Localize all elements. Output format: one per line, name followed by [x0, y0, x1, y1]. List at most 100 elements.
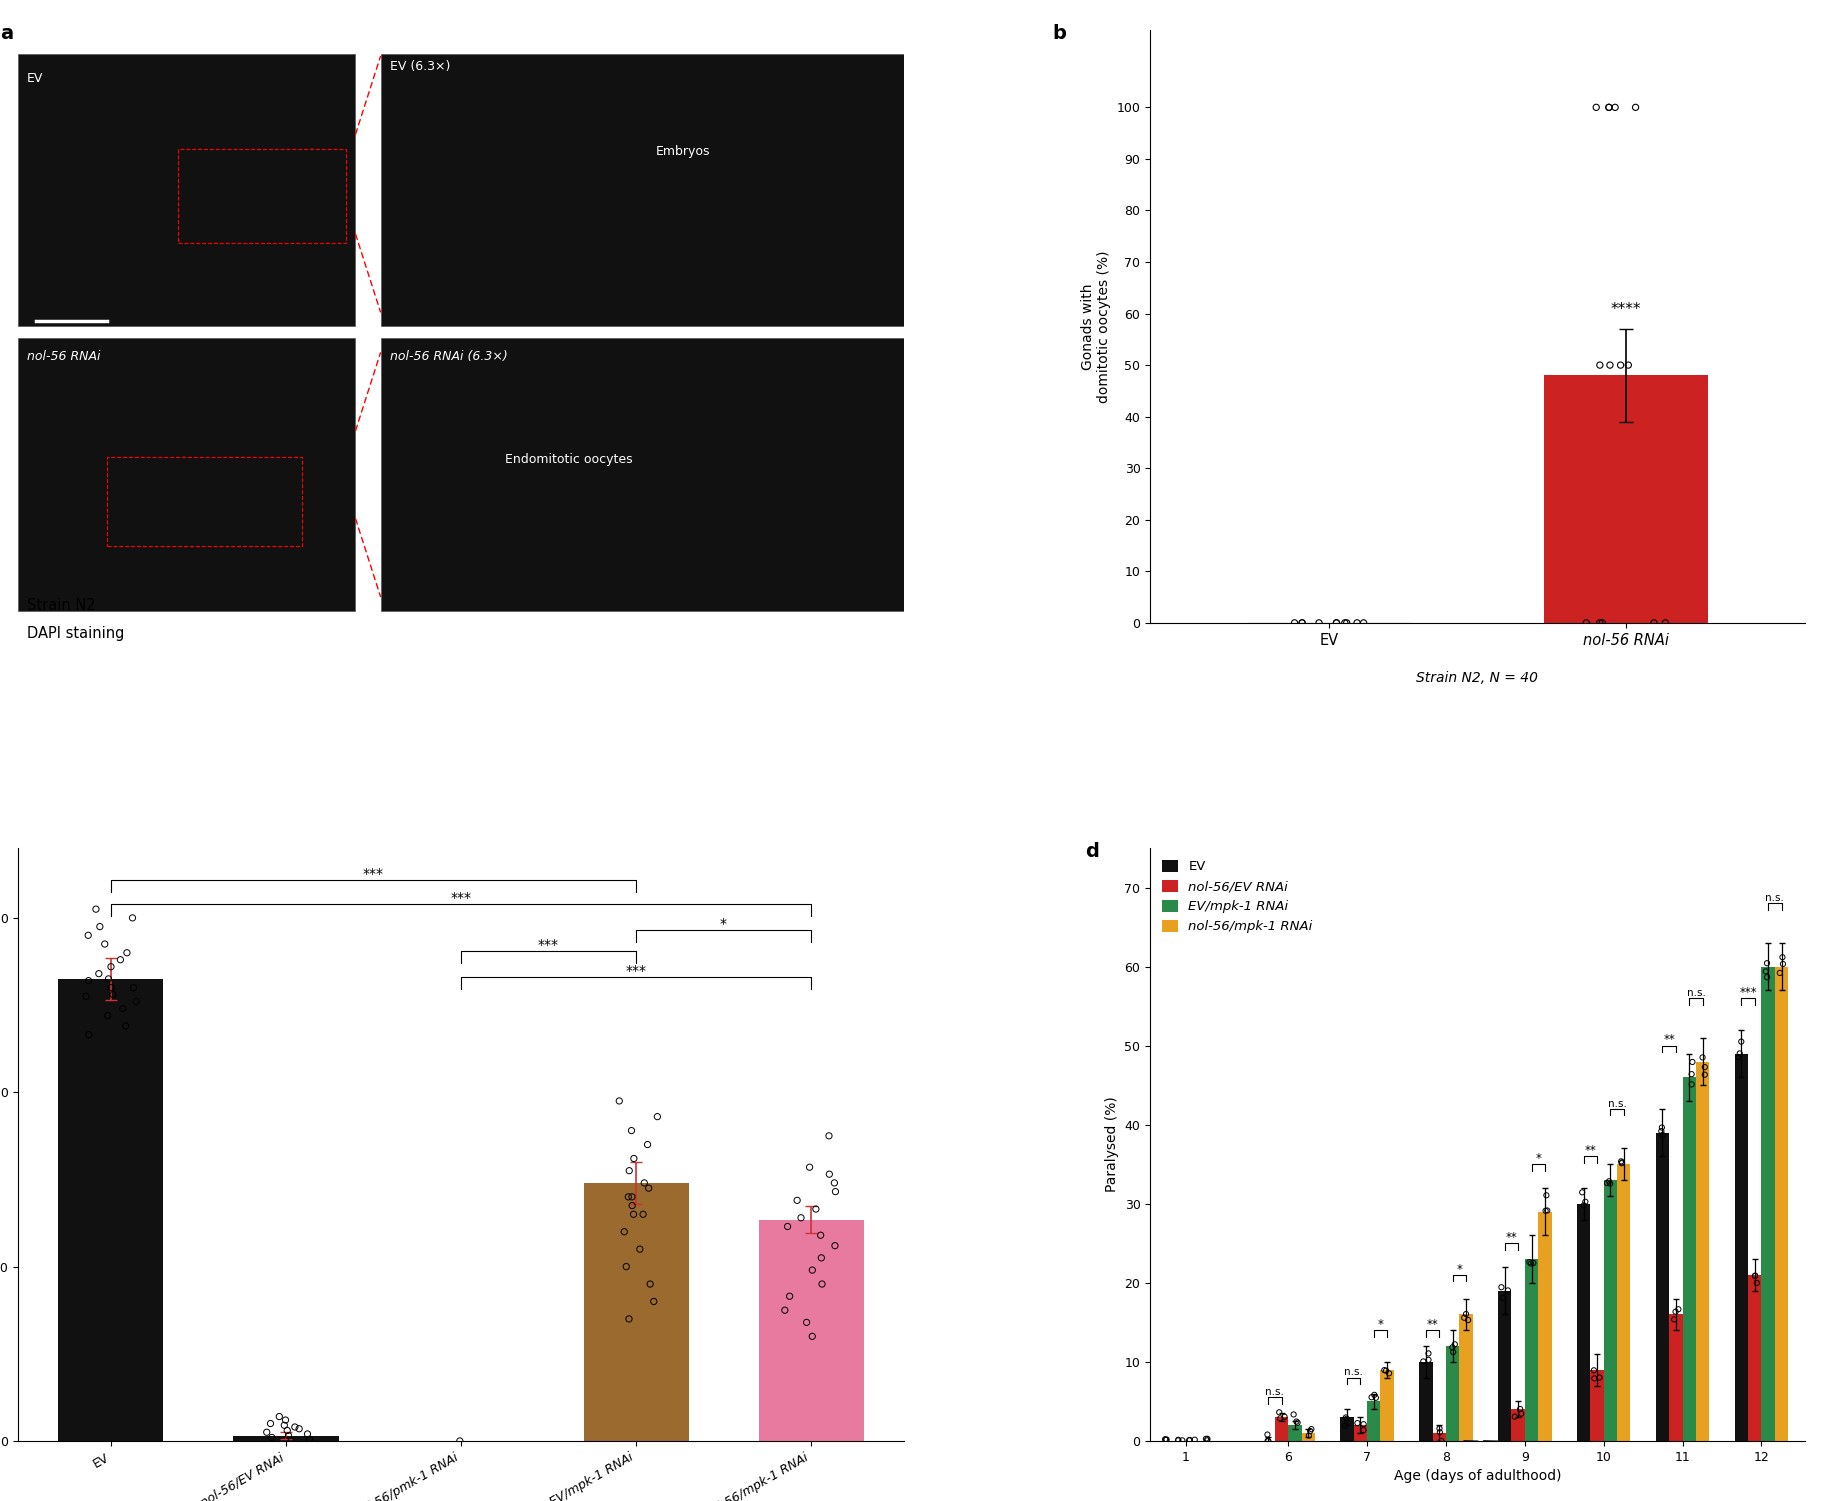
Point: [629, 1171, 658, 1195]
Point: [1163, 1427, 1192, 1451]
Point: [1588, 611, 1617, 635]
Bar: [18, 54, 355, 326]
Point: [614, 1184, 644, 1208]
Text: ***: ***: [363, 866, 385, 881]
Point: [89, 932, 118, 956]
X-axis label: Age (days of adulthood): Age (days of adulthood): [1395, 1469, 1560, 1483]
Point: [1333, 1406, 1362, 1430]
Point: [95, 967, 124, 991]
Bar: [177, 149, 346, 243]
Point: [1752, 965, 1781, 989]
Bar: [1544, 375, 1708, 623]
Bar: [1499, 1291, 1511, 1441]
Point: [1741, 1264, 1770, 1288]
Bar: [1367, 1402, 1380, 1441]
Point: [786, 1205, 815, 1229]
Text: n.s.: n.s.: [1765, 893, 1785, 904]
Point: [118, 976, 148, 1000]
Y-axis label: Gonads with
domitotic oocytes (%): Gonads with domitotic oocytes (%): [1081, 251, 1110, 402]
Point: [1331, 1414, 1360, 1438]
Point: [614, 1159, 644, 1183]
Point: [1333, 611, 1362, 635]
Point: [1506, 1402, 1535, 1426]
Point: [613, 1255, 642, 1279]
Point: [1360, 1382, 1389, 1406]
Point: [1174, 1429, 1203, 1453]
Point: [1163, 1429, 1192, 1453]
Point: [1356, 1385, 1385, 1409]
Point: [791, 1310, 820, 1334]
Point: [1192, 1429, 1221, 1453]
Bar: [1604, 1180, 1617, 1441]
Point: [1331, 611, 1360, 635]
Point: [629, 1202, 658, 1226]
Text: *: *: [1457, 1262, 1462, 1276]
Bar: [1460, 1315, 1473, 1441]
Point: [1661, 1300, 1690, 1324]
Point: [97, 955, 126, 979]
Point: [118, 907, 148, 931]
Bar: [1418, 1361, 1433, 1441]
Bar: [1524, 1259, 1539, 1441]
Point: [1305, 611, 1334, 635]
Point: [616, 1118, 645, 1142]
Point: [1688, 1045, 1717, 1069]
Point: [1517, 1252, 1546, 1276]
Point: [1768, 946, 1797, 970]
Point: [111, 1015, 140, 1039]
Point: [1581, 1366, 1610, 1390]
Point: [71, 985, 100, 1009]
Bar: [1511, 1409, 1524, 1441]
Point: [1768, 952, 1797, 976]
Point: [1192, 1427, 1221, 1451]
Point: [1568, 1180, 1597, 1204]
Point: [1449, 1306, 1478, 1330]
Text: nol-56 RNAi (6.3×): nol-56 RNAi (6.3×): [390, 350, 509, 363]
Point: [1595, 96, 1624, 120]
Point: [1570, 1193, 1599, 1217]
Point: [633, 1133, 662, 1157]
Bar: [58, 979, 164, 1441]
Point: [1362, 1385, 1391, 1409]
Bar: [1289, 1424, 1302, 1441]
Point: [294, 1421, 323, 1445]
Point: [1426, 1417, 1455, 1441]
Point: [1371, 1358, 1400, 1382]
Point: [1294, 1423, 1323, 1447]
Point: [820, 1171, 850, 1195]
Point: [272, 1408, 301, 1432]
Point: [798, 1324, 828, 1348]
Point: [1595, 1172, 1624, 1196]
Point: [1765, 961, 1794, 985]
Point: [620, 1202, 649, 1226]
Text: d: d: [1085, 842, 1099, 862]
Point: [1438, 1336, 1468, 1360]
Bar: [233, 1436, 339, 1441]
Point: [1409, 1349, 1438, 1373]
Text: Strain N2, N = 40: Strain N2, N = 40: [1416, 671, 1539, 684]
Point: [1659, 1307, 1688, 1331]
Point: [773, 1214, 802, 1238]
Text: *: *: [1378, 1318, 1384, 1331]
Point: [93, 1004, 122, 1028]
Point: [1150, 1427, 1179, 1451]
Point: [802, 1198, 831, 1222]
Point: [798, 1258, 828, 1282]
Point: [1427, 1429, 1457, 1453]
Point: [1296, 1417, 1325, 1441]
Point: [1440, 1333, 1469, 1357]
Point: [75, 1022, 104, 1046]
Point: [1606, 1150, 1635, 1174]
Point: [1677, 1072, 1706, 1096]
Point: [264, 1405, 294, 1429]
Point: [1582, 96, 1612, 120]
Point: [636, 1271, 665, 1295]
Bar: [1577, 1204, 1590, 1441]
Text: ***: ***: [625, 965, 647, 979]
Point: [1741, 1264, 1770, 1288]
Point: [618, 1193, 647, 1217]
Point: [1690, 1055, 1719, 1079]
Bar: [108, 456, 301, 546]
Point: [1152, 1427, 1181, 1451]
Point: [1648, 1115, 1677, 1139]
